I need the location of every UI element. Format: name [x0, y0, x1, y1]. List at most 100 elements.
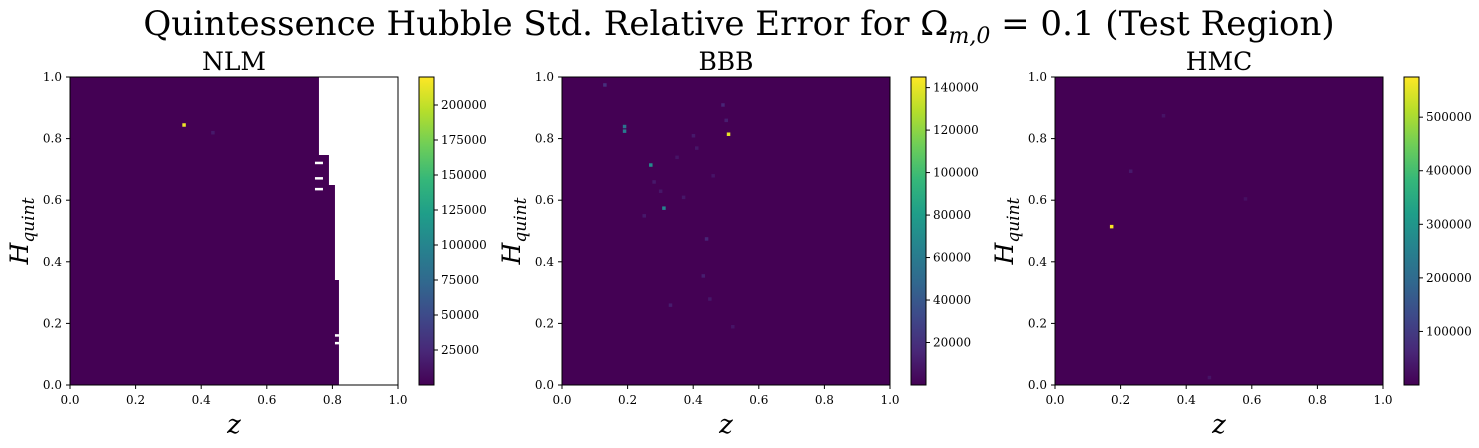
colorbar-tick-label: 20000	[933, 336, 971, 350]
heatmap-cell	[691, 134, 696, 138]
nan-gap	[334, 334, 339, 337]
y-axis-label-main: H	[5, 241, 34, 265]
y-axis-label: Hquint	[497, 197, 531, 265]
x-tick-label: 0.0	[60, 393, 79, 407]
x-axis-label: z	[226, 410, 241, 440]
subplot-title: BBB	[698, 47, 753, 76]
axes-frame	[561, 76, 891, 386]
x-tick-label: 0.6	[1242, 393, 1261, 407]
colorbar-tick-label: 100000	[1426, 324, 1472, 338]
colorbar-tick-label: 50000	[441, 308, 479, 322]
colorbar-tick-label: 100000	[933, 166, 979, 180]
nan-gap	[334, 341, 339, 345]
heatmap-cell	[182, 123, 186, 127]
heatmap-cell	[211, 130, 215, 135]
heatmap-cell	[721, 103, 725, 107]
subplot-hmc: 0.0 0.2 0.4 0.6 0.8 1.0 0.0 0.2 0.4 0.6 0.8 1.0 HMC z…	[990, 47, 1472, 440]
heatmap-cell	[603, 83, 607, 87]
y-axis-label-main: H	[990, 241, 1019, 265]
x-tick-label: 0.6	[257, 393, 276, 407]
heatmap-cell	[662, 206, 666, 210]
subplot-bbb: 0.0 0.2 0.4 0.6 0.8 1.0 0.0 0.2 0.4 0.6 0.8 1.0 BBB z…	[497, 47, 979, 440]
nan-gap	[314, 177, 323, 180]
figure-title-subscript: m,0	[948, 24, 990, 49]
subplot-title: NLM	[202, 47, 266, 76]
colorbar-tick-label: 100000	[441, 238, 487, 252]
figure-title-tail: = 0.1 (Test Region)	[990, 4, 1334, 44]
colorbar-tick-label: 300000	[1426, 217, 1472, 231]
heatmap-cell	[694, 146, 699, 150]
colorbar-gradient	[419, 77, 434, 385]
nan-gap	[314, 187, 323, 191]
colorbar-tick-label: 400000	[1426, 164, 1472, 178]
colorbar-tick-label: 175000	[441, 133, 487, 147]
colorbar: 25000 50000 75000 100000 125000 150000 175000 2…	[418, 76, 487, 386]
x-tick-label: 0.0	[552, 393, 571, 407]
heatmap-cell	[726, 132, 731, 136]
y-tick-label: 1.0	[1028, 70, 1047, 84]
nan-gap	[314, 161, 323, 165]
colorbar-tick-label: 80000	[933, 208, 971, 222]
y-axis-label-main: H	[497, 241, 526, 265]
y-axis-label-subscript: quint	[19, 197, 39, 242]
y-tick-label: 0.2	[43, 316, 62, 330]
colorbar-tick-label: 500000	[1426, 110, 1472, 124]
heatmap-background	[1055, 77, 1383, 385]
x-tick-label: 0.2	[126, 393, 145, 407]
x-axis-label: z	[1211, 410, 1226, 440]
x-tick-label: 0.2	[618, 393, 637, 407]
colorbar-frame	[910, 76, 927, 386]
heatmap-cell	[642, 214, 646, 218]
colorbar-tick-label: 120000	[933, 123, 979, 137]
x-tick-label: 1.0	[1373, 393, 1392, 407]
heatmap-cell	[1243, 197, 1248, 201]
colorbar-gradient	[911, 77, 926, 385]
colorbar: 20000 40000 60000 80000 100000 120000 140000	[910, 76, 979, 386]
heatmap-cell	[731, 324, 735, 329]
x-tick-label: 0.8	[1308, 393, 1327, 407]
heatmap-background	[562, 77, 890, 385]
subplot-nlm: 0.0 0.2 0.4 0.6 0.8 1.0 0.0 0.2 0.4 0.6 0.8 1.0 NLM z…	[5, 47, 487, 440]
y-tick-label: 1.0	[43, 70, 62, 84]
y-tick-label: 1.0	[535, 70, 554, 84]
figure-title-main: Quintessence Hubble Std. Relative Error …	[143, 4, 948, 44]
heatmap-cell	[711, 174, 715, 178]
y-tick-label: 0.0	[535, 378, 554, 392]
y-axis-label: Hquint	[5, 197, 39, 265]
heatmap-cell	[1207, 375, 1212, 380]
y-tick-label: 0.2	[535, 316, 554, 330]
heatmap-cell	[652, 180, 656, 184]
x-tick-label: 0.2	[1111, 393, 1130, 407]
x-axis-label: z	[718, 410, 733, 440]
heatmap-cell	[708, 297, 712, 301]
colorbar-tick-label: 25000	[441, 343, 479, 357]
subplot-title: HMC	[1186, 47, 1253, 76]
heatmap-cell	[622, 129, 627, 133]
y-axis-label: Hquint	[990, 197, 1024, 265]
colorbar-tick-label: 125000	[441, 203, 487, 217]
x-tick-label: 0.0	[1045, 393, 1064, 407]
colorbar-tick-label: 200000	[1426, 271, 1472, 285]
colorbar-tick-label: 150000	[441, 168, 487, 182]
x-tick-label: 0.4	[192, 393, 211, 407]
heatmap-cell	[658, 189, 663, 193]
y-tick-label: 0.6	[535, 193, 554, 207]
y-tick-label: 0.4	[43, 255, 62, 269]
x-tick-label: 1.0	[388, 393, 407, 407]
heatmap-cell	[1161, 114, 1166, 118]
axes-frame	[1054, 76, 1384, 386]
axes-frame	[69, 76, 399, 386]
colorbar-tick-label: 40000	[933, 293, 971, 307]
heatmap-cell	[1109, 224, 1114, 229]
y-tick-label: 0.8	[1028, 132, 1047, 146]
colorbar-frame	[1403, 76, 1420, 386]
heatmap-cell	[701, 274, 706, 278]
x-tick-label: 0.6	[749, 393, 768, 407]
subplots: 0.0 0.2 0.4 0.6 0.8 1.0 0.0 0.2 0.4 0.6 0.8 1.0 NLM z…	[5, 47, 1472, 440]
y-tick-label: 0.8	[43, 132, 62, 146]
y-tick-label: 0.6	[43, 193, 62, 207]
colorbar-tick-label: 60000	[933, 251, 971, 265]
heatmap-cell	[675, 155, 679, 160]
x-tick-label: 0.4	[684, 393, 703, 407]
x-tick-label: 0.8	[323, 393, 342, 407]
